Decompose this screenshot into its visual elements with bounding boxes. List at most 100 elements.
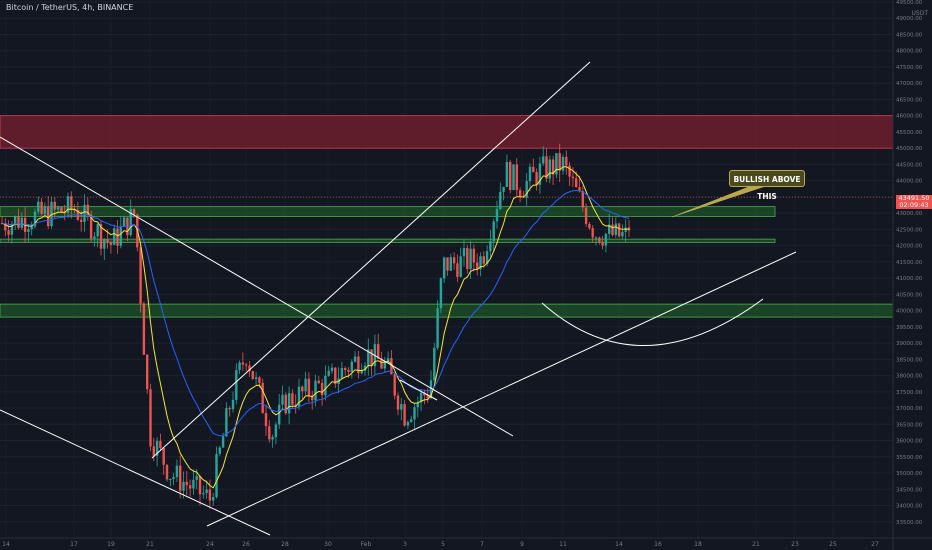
bullish-callout[interactable]: BULLISH ABOVE THIS: [729, 170, 805, 201]
candle-body: [459, 256, 462, 277]
candle-body: [400, 404, 403, 410]
candle-body: [446, 257, 449, 271]
candle-body: [248, 365, 251, 372]
y-tick-label: 45000.00: [896, 146, 923, 152]
x-tick-label: Feb: [361, 541, 372, 548]
y-tick-label: 42000.00: [896, 244, 923, 250]
candle-body: [367, 349, 370, 366]
x-tick-label: 27: [871, 541, 879, 548]
y-tick-label: 41500.00: [896, 260, 923, 266]
candle-body: [542, 156, 545, 164]
trend-line: [0, 409, 271, 536]
candle-body: [555, 153, 558, 175]
candle-body: [162, 447, 165, 465]
candle-body: [617, 223, 621, 237]
candle-body: [581, 191, 584, 208]
zone-resistance: [0, 115, 894, 149]
candle-body: [502, 186, 505, 192]
candle-body: [86, 204, 89, 215]
candle-body: [142, 303, 146, 355]
candle-body: [53, 201, 56, 210]
y-tick-label: 40000.00: [896, 309, 923, 315]
candle-body: [218, 447, 221, 454]
candle-body: [212, 497, 215, 501]
candle-body: [449, 257, 452, 271]
candle-body: [70, 196, 73, 209]
candle-body: [568, 165, 571, 177]
candle-body: [185, 481, 188, 486]
candle-body: [14, 216, 17, 225]
candle-body: [66, 196, 70, 213]
candle-body: [591, 228, 594, 238]
candle-body: [436, 308, 439, 348]
candle-body: [205, 489, 208, 494]
candle-body: [33, 211, 37, 227]
candle-body: [284, 394, 287, 414]
candle-body: [287, 393, 291, 414]
trend-line: [206, 251, 797, 527]
candle-body: [254, 377, 258, 380]
candle-body: [472, 248, 476, 263]
y-tick-label: 47500.00: [896, 65, 923, 71]
candle-body: [377, 344, 380, 359]
candle-body: [89, 214, 93, 239]
y-tick-label: 45500.00: [896, 130, 923, 136]
candle-body: [103, 239, 106, 249]
y-tick-label: 35000.00: [896, 471, 923, 477]
fast-moving-average-line: [1, 166, 630, 489]
candle-body: [20, 217, 23, 228]
candle-body: [604, 233, 608, 246]
candle-body: [429, 380, 433, 399]
candle-body: [482, 256, 485, 264]
x-tick-label: 18: [694, 541, 702, 548]
candle-body: [43, 206, 47, 214]
candle-body: [228, 408, 231, 410]
x-tick-label: 19: [107, 541, 115, 548]
candle-body: [370, 349, 373, 367]
candle-body: [264, 413, 268, 427]
candle-body: [614, 223, 617, 235]
candle-body: [96, 224, 99, 237]
candle-body: [202, 493, 205, 495]
zone-support-lower: [0, 238, 776, 243]
y-tick-label: 48500.00: [896, 32, 923, 38]
candle-body: [466, 248, 469, 270]
x-tick-label: 21: [752, 541, 760, 548]
candle-body: [146, 354, 149, 390]
candle-body: [27, 229, 30, 232]
candle-body: [195, 476, 198, 480]
y-tick-label: 37000.00: [896, 406, 923, 412]
candle-body: [406, 421, 410, 426]
candle-body: [241, 362, 245, 365]
candle-body: [584, 207, 588, 224]
candle-body: [155, 440, 159, 456]
candle-body: [532, 166, 535, 173]
candle-body: [416, 402, 419, 408]
candle-body: [621, 231, 624, 237]
candle-body: [545, 156, 548, 179]
y-tick-label: 44000.00: [896, 179, 923, 185]
candle-body: [330, 367, 334, 371]
trend-line: [399, 379, 438, 401]
candle-body: [113, 228, 116, 245]
candle-body: [380, 358, 383, 369]
trend-line-drawings[interactable]: [0, 61, 893, 536]
candle-body: [50, 201, 53, 227]
candle-body: [505, 161, 509, 187]
candle-body: [99, 224, 103, 249]
candle-body: [347, 369, 350, 372]
candle-body: [291, 393, 294, 405]
y-tick-label: 34000.00: [896, 504, 923, 510]
last-price-tag: 43491.50 02:09:43: [896, 195, 932, 209]
candle-body: [122, 217, 126, 227]
candle-body: [515, 164, 518, 191]
y-tick-label: 46000.00: [896, 114, 923, 120]
candle-body: [188, 485, 192, 489]
candle-body: [251, 371, 254, 380]
x-tick-label: 25: [829, 541, 837, 548]
candle-body: [403, 404, 406, 426]
candle-body: [479, 256, 482, 270]
